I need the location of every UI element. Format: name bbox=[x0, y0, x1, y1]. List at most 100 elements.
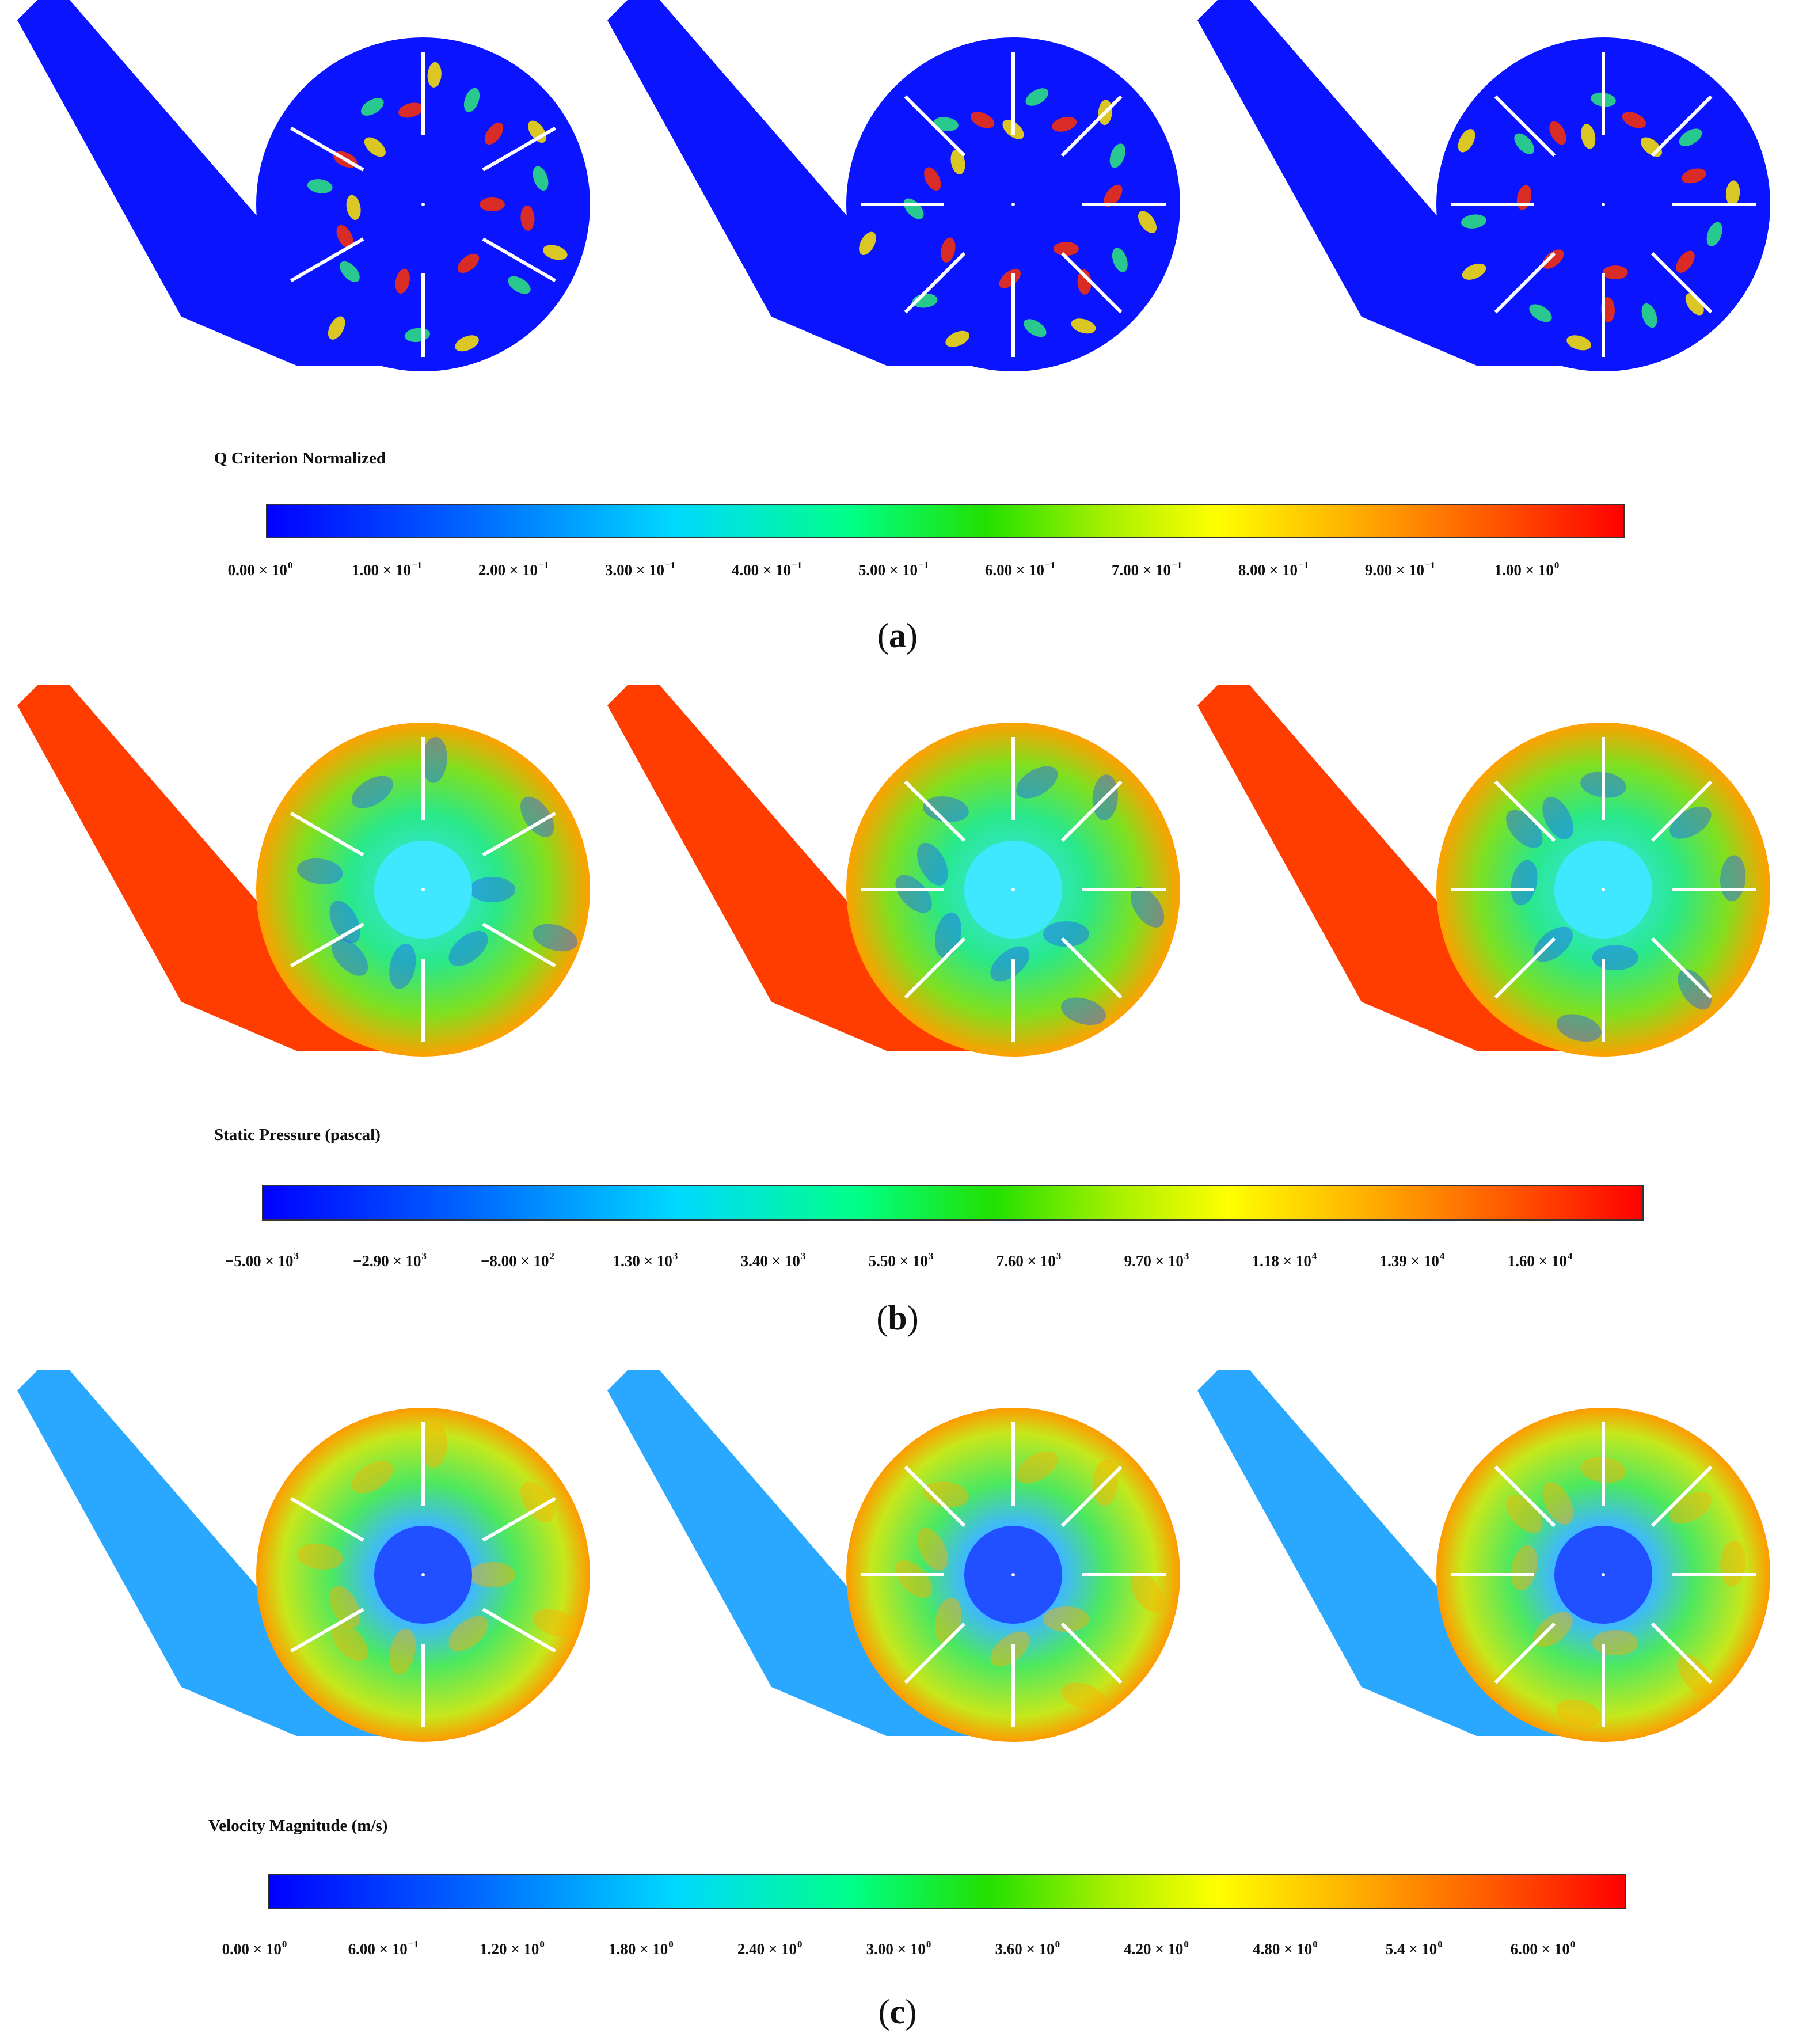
flow-feature bbox=[1130, 1572, 1165, 1613]
flow-feature bbox=[469, 1562, 515, 1587]
flow-feature bbox=[520, 205, 535, 231]
outlet-pipe bbox=[1197, 685, 1569, 1051]
tick-label: 3.60 × 100 bbox=[995, 1939, 1060, 1958]
flow-feature bbox=[346, 195, 361, 220]
flow-feature bbox=[1533, 926, 1573, 962]
flow-feature bbox=[895, 875, 932, 913]
tick-label: 9.70 × 103 bbox=[1124, 1251, 1189, 1270]
impeller-blade bbox=[1494, 95, 1556, 157]
impeller-blade bbox=[482, 1608, 556, 1653]
flow-feature bbox=[859, 231, 876, 256]
tick-label: 6.00 × 10−1 bbox=[348, 1939, 419, 1958]
flow-feature bbox=[950, 149, 965, 175]
tick-label: 3.40 × 103 bbox=[740, 1251, 806, 1270]
static-pressure-colorbar bbox=[262, 1185, 1644, 1221]
tick-label: 6.00 × 100 bbox=[1510, 1939, 1576, 1958]
flow-feature bbox=[1061, 1682, 1106, 1711]
flow-feature bbox=[1043, 921, 1089, 947]
volute-section bbox=[1197, 685, 1770, 1057]
impeller-blade bbox=[1651, 252, 1713, 314]
tick-label: −2.90 × 103 bbox=[352, 1251, 427, 1270]
flow-feature bbox=[1052, 116, 1077, 132]
flow-feature bbox=[1533, 1612, 1573, 1647]
flow-feature bbox=[990, 1631, 1030, 1667]
static-pressure-contour-row bbox=[17, 685, 1770, 1057]
caption-a: (a) bbox=[877, 617, 918, 655]
impeller-blade bbox=[1651, 1465, 1713, 1528]
impeller-blade bbox=[904, 1465, 966, 1528]
tick-label: 1.80 × 100 bbox=[609, 1939, 674, 1958]
flow-feature bbox=[1025, 88, 1049, 106]
flow-feature bbox=[421, 1422, 447, 1468]
tick-label: 8.00 × 10−1 bbox=[1238, 560, 1309, 579]
impeller-blade bbox=[1651, 780, 1713, 842]
tick-label: 4.00 × 10−1 bbox=[731, 560, 803, 579]
impeller-blade bbox=[290, 1496, 364, 1542]
flow-feature bbox=[508, 276, 531, 294]
shaft-center bbox=[1602, 203, 1605, 206]
flow-feature bbox=[941, 237, 956, 263]
tick-label: −5.00 × 103 bbox=[225, 1251, 299, 1270]
flow-feature bbox=[329, 901, 360, 944]
tick-label: 4.20 × 100 bbox=[1124, 1939, 1189, 1958]
velocity-magnitude-colorbar bbox=[268, 1874, 1626, 1909]
volute-section bbox=[607, 1370, 1180, 1742]
outlet-pipe bbox=[607, 0, 979, 366]
flow-feature bbox=[1071, 318, 1096, 334]
flow-feature bbox=[917, 842, 948, 886]
tick-label: 0.00 × 100 bbox=[227, 560, 293, 579]
flow-feature bbox=[1678, 1654, 1712, 1695]
flow-feature bbox=[1592, 945, 1638, 971]
flow-feature bbox=[945, 330, 969, 347]
flow-feature bbox=[1566, 335, 1592, 351]
caption-c: (c) bbox=[878, 1993, 917, 2031]
flow-feature bbox=[1024, 319, 1047, 337]
caption-b: (b) bbox=[876, 1299, 919, 1337]
shaft-center bbox=[421, 1573, 425, 1576]
flow-feature bbox=[421, 736, 447, 783]
flow-feature bbox=[1511, 860, 1538, 906]
flow-feature bbox=[336, 225, 353, 249]
tick-label: 0.00 × 100 bbox=[222, 1939, 287, 1958]
flow-feature bbox=[455, 335, 479, 352]
flow-feature bbox=[1104, 184, 1123, 207]
flow-feature bbox=[1685, 292, 1704, 316]
flow-feature bbox=[1542, 1482, 1573, 1525]
tick-label: 9.00 × 10−1 bbox=[1364, 560, 1436, 579]
tick-label: 7.60 × 103 bbox=[996, 1251, 1062, 1270]
flow-feature bbox=[1726, 180, 1740, 206]
flow-feature bbox=[1053, 242, 1079, 256]
flow-feature bbox=[329, 1586, 360, 1629]
tick-label: 3.00 × 100 bbox=[866, 1939, 931, 1958]
impeller-blade bbox=[1651, 95, 1713, 157]
outlet-pipe bbox=[17, 685, 389, 1051]
flow-feature bbox=[469, 877, 515, 902]
volute-section bbox=[17, 685, 590, 1057]
tick-label: 6.00 × 10−1 bbox=[984, 560, 1056, 579]
flow-feature bbox=[1529, 304, 1552, 322]
flow-feature bbox=[297, 858, 343, 884]
impeller-blade bbox=[1060, 937, 1123, 999]
flow-feature bbox=[1511, 1545, 1538, 1591]
flow-feature bbox=[1542, 797, 1573, 840]
tick-label: 1.39 × 104 bbox=[1379, 1251, 1445, 1270]
flow-feature bbox=[1077, 269, 1092, 295]
flow-feature bbox=[1138, 211, 1157, 233]
flow-feature bbox=[1016, 1451, 1058, 1484]
flow-feature bbox=[1462, 263, 1486, 280]
flow-feature bbox=[1112, 248, 1128, 272]
impeller-blade bbox=[1494, 1622, 1556, 1684]
q-criterion-contour-row bbox=[17, 0, 1770, 371]
flow-feature bbox=[427, 62, 442, 88]
tick-label: 1.60 × 104 bbox=[1507, 1251, 1573, 1270]
flow-feature bbox=[923, 796, 969, 823]
flow-feature bbox=[1678, 969, 1712, 1010]
volute-section bbox=[607, 685, 1180, 1057]
impeller-blade bbox=[1060, 95, 1123, 157]
flow-feature bbox=[924, 167, 941, 191]
flow-feature bbox=[533, 1609, 578, 1637]
flow-feature bbox=[1681, 168, 1706, 184]
flow-feature bbox=[520, 796, 554, 837]
impeller-blade bbox=[1060, 1465, 1123, 1528]
flow-feature bbox=[1130, 887, 1165, 928]
